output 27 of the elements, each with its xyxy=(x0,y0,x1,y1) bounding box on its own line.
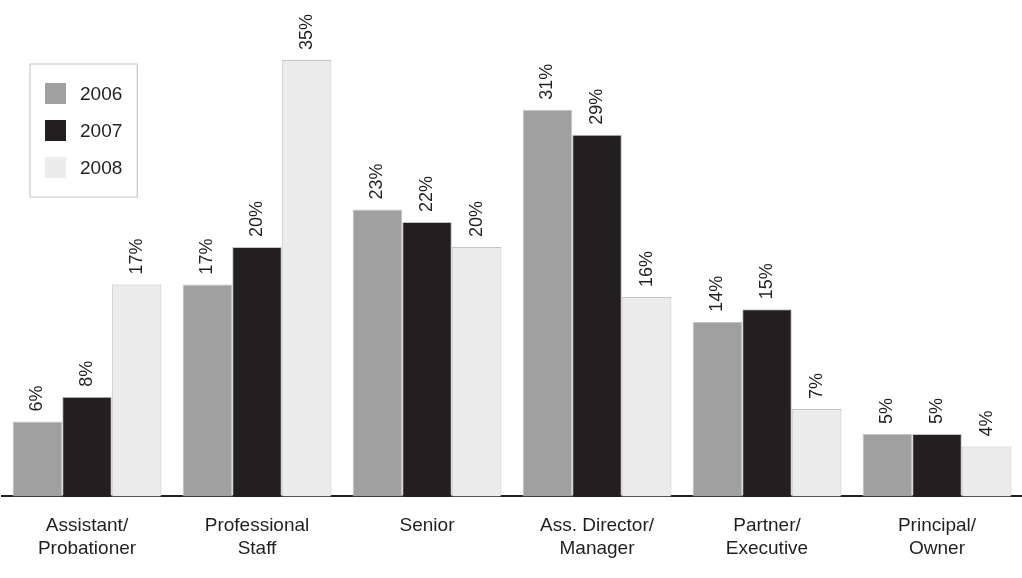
legend-label: 2006 xyxy=(80,82,123,104)
x-tick-label: Senior xyxy=(399,514,456,536)
data-label: 20% xyxy=(465,201,486,238)
data-label: 5% xyxy=(925,398,946,425)
x-tick-label: Partner/ Executive xyxy=(725,514,809,558)
data-label: 5% xyxy=(876,398,897,425)
x-tick-label: Ass. Director/ Manager xyxy=(539,514,655,558)
x-tick-label: Principal/ Owner xyxy=(897,514,977,558)
data-label: 31% xyxy=(536,63,557,100)
data-label: 16% xyxy=(635,250,656,287)
data-label: 4% xyxy=(975,410,996,437)
data-label: 17% xyxy=(196,238,217,275)
data-label: 8% xyxy=(75,360,96,387)
legend-label: 2007 xyxy=(80,119,123,141)
data-label: 20% xyxy=(245,201,266,238)
data-label: 22% xyxy=(415,176,436,213)
x-tick-label: Assistant/ Probationer xyxy=(37,514,137,558)
data-label: 35% xyxy=(295,13,316,50)
data-label: 7% xyxy=(805,373,826,400)
data-label: 6% xyxy=(26,385,47,412)
x-tick-label: Professional Staff xyxy=(204,514,310,558)
data-label: 15% xyxy=(755,263,776,300)
data-label: 14% xyxy=(706,275,727,312)
data-label: 29% xyxy=(585,88,606,125)
data-label: 17% xyxy=(125,238,146,275)
legend-label: 2008 xyxy=(80,156,123,178)
data-label: 23% xyxy=(366,163,387,200)
